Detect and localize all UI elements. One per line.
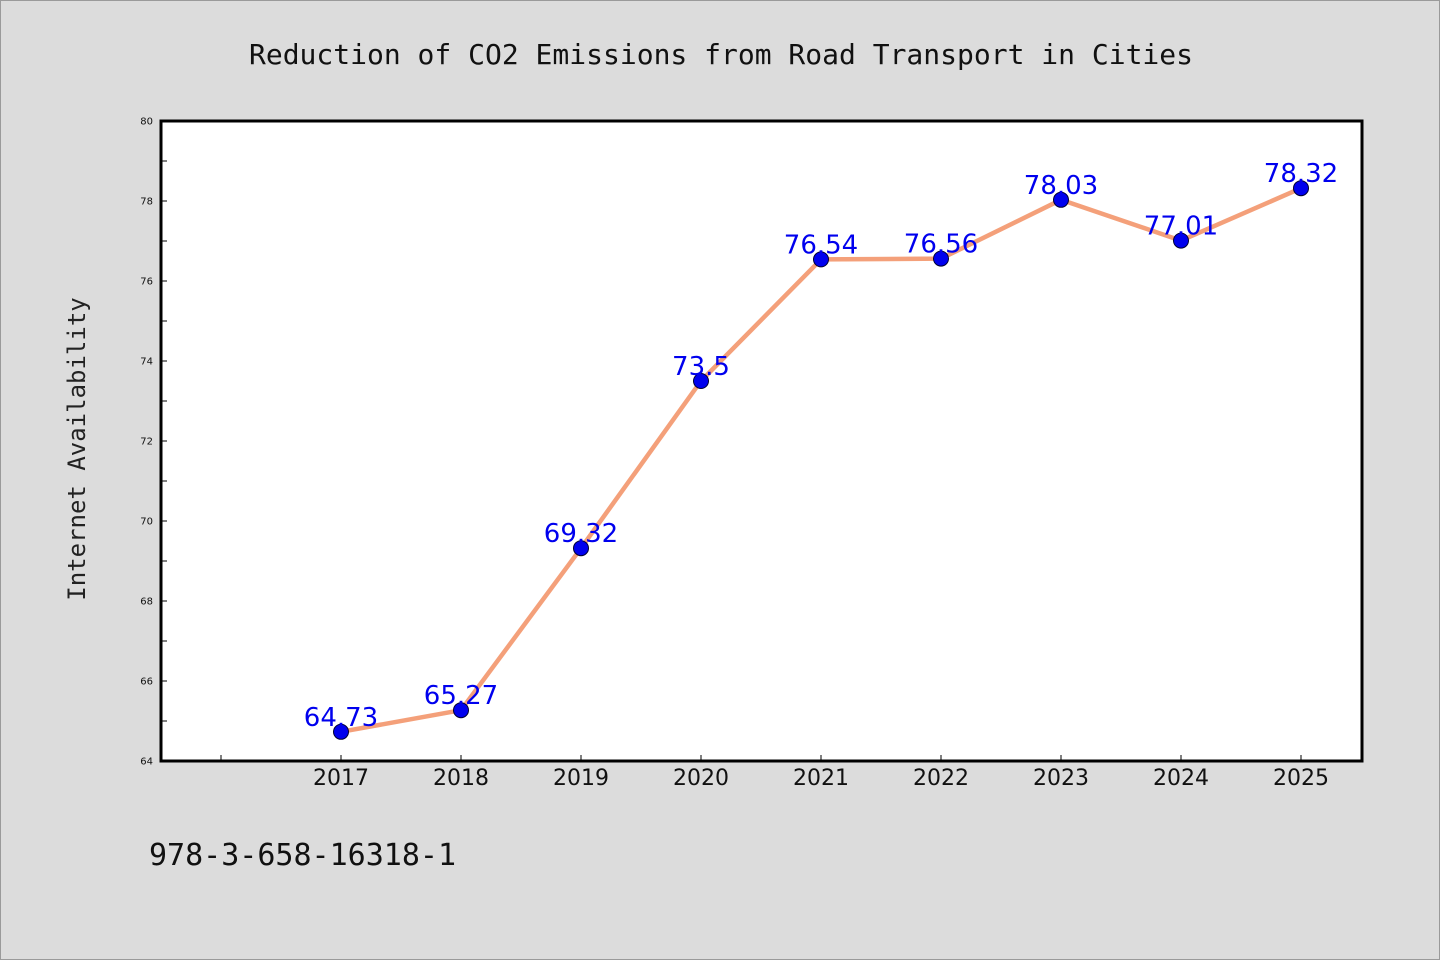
data-label: 78.03 bbox=[1024, 171, 1098, 201]
plot-area bbox=[159, 119, 1364, 763]
series-group bbox=[333, 180, 1309, 740]
chart-title: Reduction of CO2 Emissions from Road Tra… bbox=[249, 38, 1193, 71]
x-tick-label: 2025 bbox=[1273, 766, 1329, 791]
data-label: 76.56 bbox=[904, 230, 978, 260]
data-label: 65.27 bbox=[424, 681, 498, 711]
x-tick-label: 2018 bbox=[433, 766, 489, 791]
data-point bbox=[933, 250, 949, 267]
data-point bbox=[1053, 191, 1069, 208]
y-tick-label: 68 bbox=[140, 597, 153, 608]
x-tick-label: 2022 bbox=[913, 766, 969, 791]
data-label: 77.01 bbox=[1144, 212, 1218, 242]
footer-text: 978-3-658-16318-1 bbox=[149, 838, 456, 873]
y-tick-label: 74 bbox=[140, 357, 153, 368]
y-tick-label: 72 bbox=[140, 437, 153, 448]
data-point bbox=[453, 702, 469, 719]
x-tick-label: 2017 bbox=[313, 766, 369, 791]
data-label: 73.5 bbox=[672, 352, 730, 382]
data-point bbox=[1293, 180, 1309, 197]
data-labels: 64.73 65.27 69.32 73.5 76.54 76.56 78.03 77.01 7… bbox=[304, 159, 1338, 733]
data-label: 76.54 bbox=[784, 230, 858, 260]
x-tick-label: 2019 bbox=[553, 766, 609, 791]
x-tick-label: 2024 bbox=[1153, 766, 1209, 791]
y-tick-label: 64 bbox=[140, 757, 153, 768]
data-label: 64.73 bbox=[304, 703, 378, 733]
data-point bbox=[813, 251, 829, 268]
x-axis-ticks: 2017 2018 2019 2020 2021 2022 2023 2024 2025 bbox=[220, 755, 1329, 791]
y-tick-label: 76 bbox=[140, 277, 153, 288]
y-tick-label: 70 bbox=[140, 517, 153, 528]
data-point bbox=[573, 540, 589, 557]
data-label: 78.32 bbox=[1264, 159, 1338, 189]
y-tick-label: 78 bbox=[140, 197, 153, 208]
data-point bbox=[693, 373, 709, 389]
y-tick-label: 80 bbox=[140, 117, 153, 128]
y-axis-label: Internet Availability bbox=[63, 297, 91, 600]
y-tick-label: 66 bbox=[140, 677, 153, 688]
x-tick-label: 2020 bbox=[673, 766, 729, 791]
x-tick-label: 2023 bbox=[1033, 766, 1089, 791]
data-label: 69.32 bbox=[544, 519, 618, 549]
y-axis-ticks: 64 66 68 70 72 74 76 78 80 bbox=[140, 117, 167, 768]
x-tick-label: 2021 bbox=[793, 766, 849, 791]
data-point bbox=[1173, 232, 1189, 249]
data-point bbox=[333, 723, 349, 740]
